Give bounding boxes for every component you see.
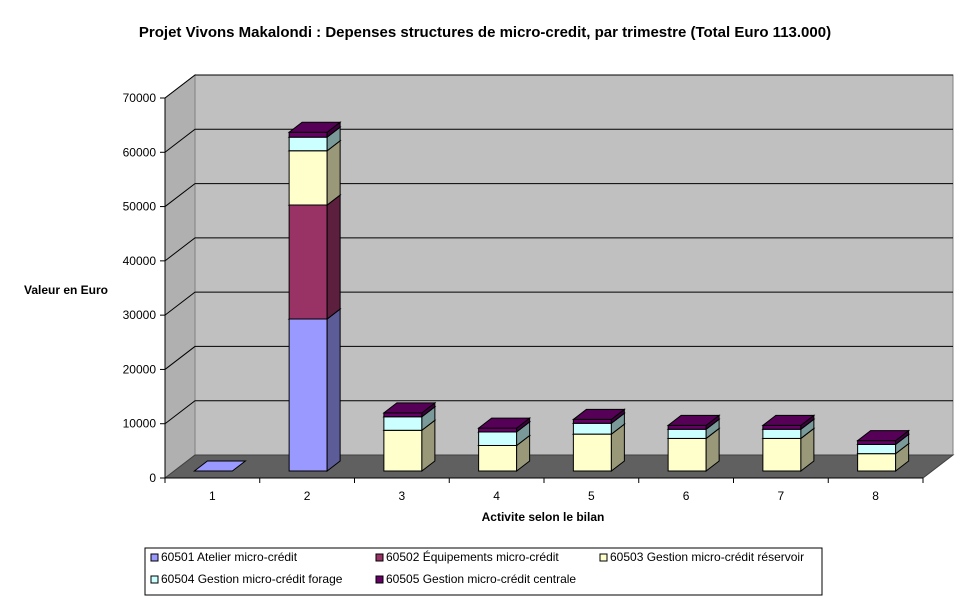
x-axis-label: Activite selon le bilan [482,510,605,524]
x-tick-label: 6 [683,489,690,503]
y-tick-label: 60000 [123,145,157,159]
plot-floor [163,454,955,479]
bar-segment-front [762,437,802,472]
bar-segment-top [287,121,342,133]
y-tick-label: 50000 [123,200,157,214]
bar-segment [287,307,342,473]
bar-segment-front [572,418,612,424]
bar-segment [382,401,437,418]
legend-swatch [599,553,608,562]
plot-side-wall [164,73,196,480]
x-axis-ticks: 1 2 3 4 5 6 7 8 [164,478,924,503]
bar-segment [856,429,911,446]
bar-segment [666,414,721,431]
bar-segment-front [572,433,612,472]
bar-segment-side [326,307,341,473]
bar-segment-front [288,136,328,152]
gridline [164,291,953,316]
x-tick-label: 1 [209,489,216,503]
bar-segment-side [326,139,341,207]
bar-segment [761,414,816,431]
bar-segment-front [667,428,707,439]
bar-segment-front [762,428,802,439]
bars [192,121,911,473]
bar-segment-front [383,416,423,431]
legend-swatch [375,575,384,584]
bar-segment-front [383,412,423,418]
legend-entry: 60503 Gestion micro-crédit réservoir [610,550,804,564]
y-tick-label: 10000 [123,417,157,431]
x-tick-label: 8 [872,489,879,503]
chart-title: Projet Vivons Makalondi : Depenses struc… [139,24,831,41]
bar-segment-top [477,417,532,429]
legend-entry: 60501 Atelier micro-crédit [161,550,298,564]
legend-entry: 60504 Gestion micro-crédit forage [161,572,343,586]
bar-segment-front [288,131,328,138]
legend: 60501 Atelier micro-crédit 60502 Équipeme… [150,549,804,586]
y-tick-label: 0 [149,471,156,485]
bar-segment-front [667,437,707,472]
bar-segment-top [571,408,626,420]
y-axis-label: Valeur en Euro [24,283,108,297]
bar-segment-side [326,193,341,321]
bar-segment-front [383,429,423,472]
legend-entry: 60505 Gestion micro-crédit centrale [386,572,576,586]
bar-segment-top [856,430,911,442]
gridline [164,237,953,262]
bar-segment [287,193,342,321]
bar-segment-front [857,453,897,472]
bar-segment-top [761,414,816,426]
legend-entry: 60502 Équipements micro-crédit [386,549,559,564]
y-tick-label: 70000 [123,91,157,105]
bar-segment-front [478,427,518,433]
y-tick-label: 20000 [123,362,157,376]
legend-box [144,547,823,596]
bar-segment-front [857,440,897,445]
gridline [164,183,953,207]
bar-segment-front [288,318,328,472]
x-tick-label: 3 [399,489,406,503]
y-tick-label: 40000 [123,254,157,268]
legend-swatch [150,553,159,562]
bar-segment-front [478,444,518,472]
gridline [164,74,953,99]
y-tick-label: 30000 [123,308,157,322]
gridline [164,400,953,425]
x-tick-label: 7 [778,489,785,503]
y-axis-ticks: 0 10000 20000 30000 40000 50000 60000 70000 [123,91,165,485]
bar-segment-top [666,414,721,426]
legend-swatch [375,553,384,562]
bar-segment [287,121,342,139]
bar-segment-front [288,150,328,206]
bar-segment-top [382,402,437,414]
bar-segment-front [667,424,707,430]
gridline [164,128,953,153]
bar-segment-front [857,443,897,455]
bar-segment-front [478,431,518,446]
bar-segment [571,408,626,425]
x-tick-label: 4 [493,489,500,503]
legend-swatch [150,575,159,584]
x-tick-label: 5 [588,489,595,503]
bar-segment-front [288,204,328,320]
gridline [164,345,953,370]
bar-zero-marker [192,460,247,472]
bar-segment [477,417,532,433]
x-tick-label: 2 [304,489,311,503]
bar-segment-front [762,424,802,430]
gridlines [164,74,953,425]
bar-segment-front [572,422,612,435]
